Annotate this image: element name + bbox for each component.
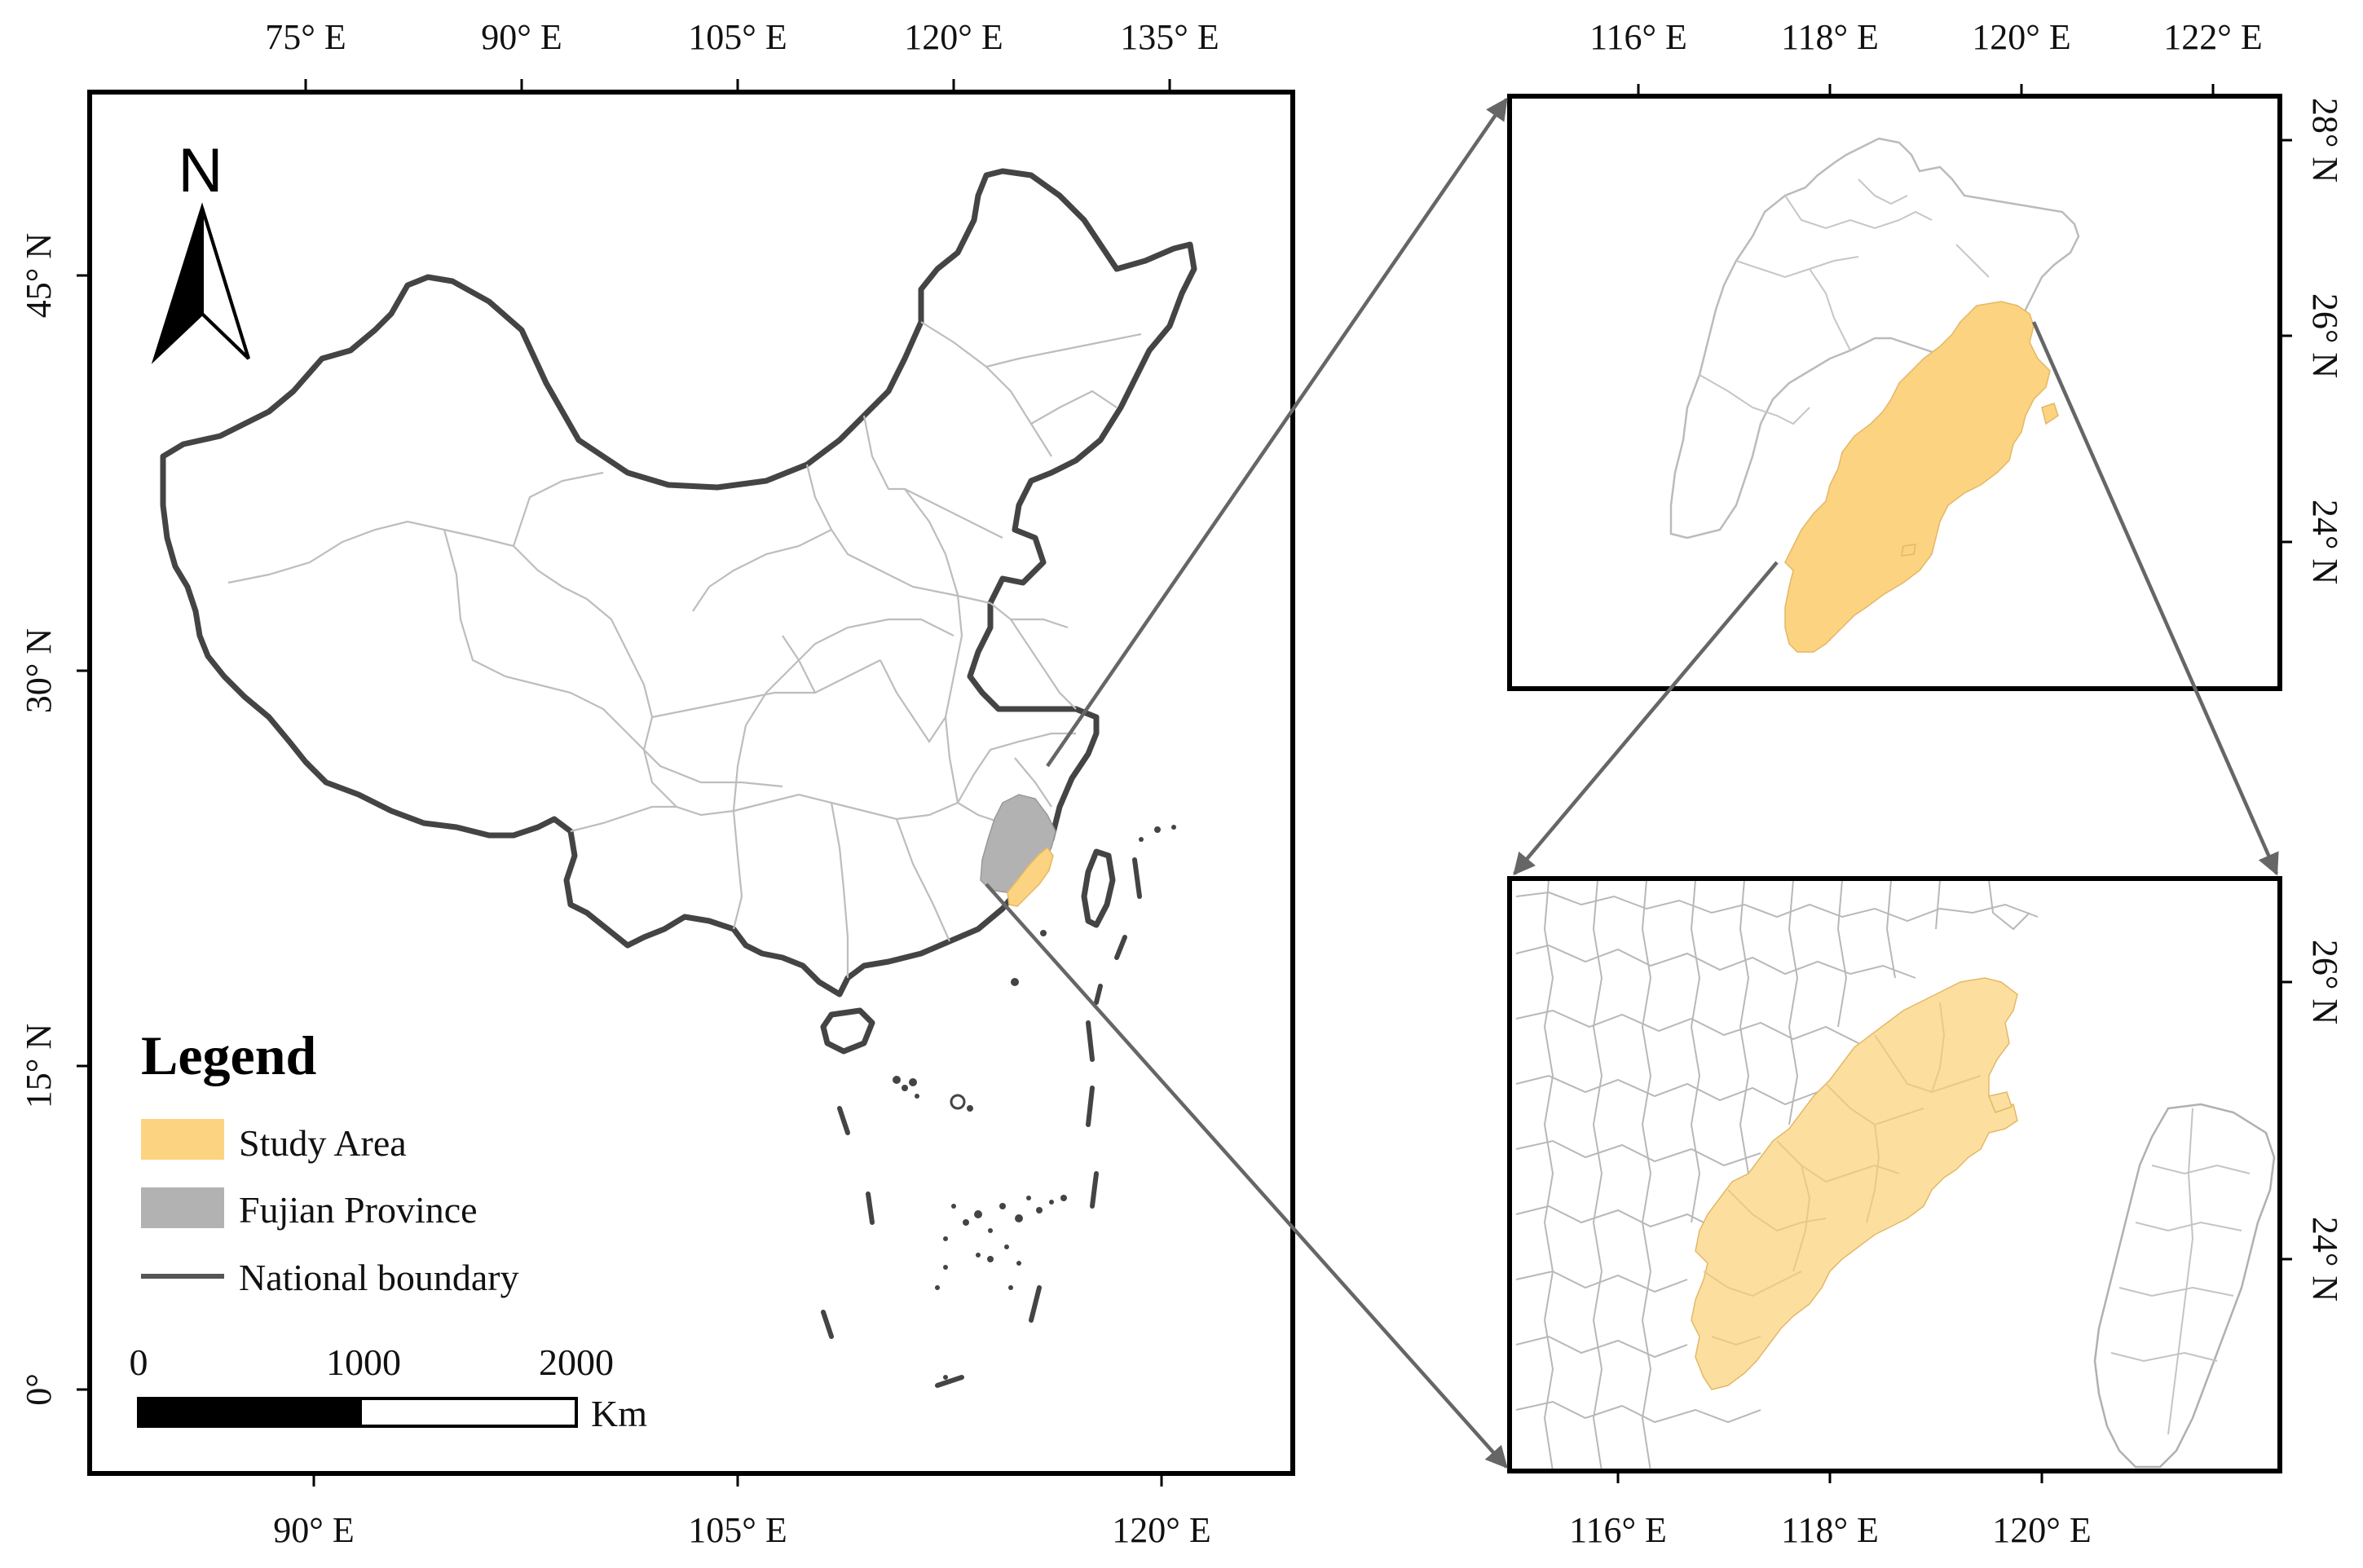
province-boundaries (227, 321, 1142, 978)
inset-bottom-right-tick-label: 24° N (2305, 1217, 2345, 1302)
main-top-tick-label: 105° E (688, 17, 787, 57)
main-left-tick-label: 30° N (19, 628, 59, 713)
inset-bottom-tick-label: 118° E (1781, 1510, 1879, 1550)
inset-bottom: 116° E 118° E 120° E 26° N 24° N (1507, 876, 2345, 1550)
study-area-counties (1703, 1002, 1982, 1346)
scale-label: 0 (130, 1341, 148, 1383)
legend-title: Legend (141, 1024, 317, 1086)
legend-swatch-study-area (141, 1119, 224, 1160)
china-national-boundary (160, 168, 1197, 998)
main-left-ticks: 45° N 30° N 15° N 0° (19, 233, 90, 1406)
legend-label-fujian: Fujian Province (239, 1189, 478, 1231)
north-arrow-label: N (179, 136, 223, 205)
inset-bottom-right-ticks: 26° N 24° N (2280, 940, 2345, 1302)
main-top-tick-label: 90° E (481, 17, 562, 57)
main-left-tick-label: 0° (19, 1373, 59, 1406)
main-left-tick-label: 15° N (19, 1024, 59, 1108)
legend-label-study-area: Study Area (239, 1122, 407, 1164)
main-bottom-ticks: 90° E 105° E 120° E (273, 1473, 1211, 1550)
scale-label: 2000 (539, 1341, 614, 1383)
inset-top: 116° E 118° E 120° E 122° E 28° N 26° N … (1507, 17, 2345, 691)
main-top-ticks: 75° E 90° E 105° E 120° E 135° E (265, 17, 1219, 92)
inset-top-tick-label: 116° E (1589, 17, 1687, 57)
fujian-inner-boundaries-top (1699, 178, 1990, 425)
scale-unit: Km (591, 1393, 647, 1434)
scale-label: 1000 (326, 1341, 401, 1383)
inset-top-right-tick-label: 26° N (2305, 293, 2345, 378)
legend-swatch-fujian (141, 1187, 224, 1228)
inset-bottom-tick-label: 120° E (1992, 1510, 2091, 1550)
main-map-frame (87, 90, 1295, 1476)
study-area-top (1784, 301, 2051, 653)
connector-top-to-bottom-right (2031, 321, 2279, 876)
nine-dash-line (821, 857, 1142, 1388)
main-map: 75° E 90° E 105° E 120° E 135° E 90° E 1… (19, 17, 1295, 1550)
inset-top-right-tick-label: 28° N (2305, 98, 2345, 183)
study-area-bottom (1691, 977, 2018, 1390)
connector-top-to-bottom-left (1513, 561, 1779, 876)
inset-top-ticks: 116° E 118° E 120° E 122° E (1589, 17, 2263, 96)
inset-bottom-ticks: 116° E 118° E 120° E (1569, 1471, 2092, 1550)
legend: Legend Study Area Fujian Province Nation… (141, 1024, 519, 1298)
inset-top-frame (1507, 94, 2282, 691)
main-bottom-tick-label: 120° E (1112, 1510, 1210, 1550)
county-boundaries (1515, 879, 2039, 1471)
connector-main-to-bottom (985, 883, 1508, 1469)
inset-bottom-right-tick-label: 26° N (2305, 940, 2345, 1024)
inset-top-right-tick-label: 24° N (2305, 500, 2345, 584)
inset-bottom-frame (1507, 876, 2282, 1473)
legend-label-national-boundary: National boundary (239, 1257, 519, 1298)
taiwan-outline (1081, 848, 1116, 928)
main-top-tick-label: 75° E (265, 17, 346, 57)
south-china-sea-islands (893, 825, 1176, 1380)
scale-bar: 0 1000 2000 Km (130, 1341, 648, 1434)
inset-bottom-tick-label: 116° E (1569, 1510, 1667, 1550)
inset-top-right-ticks: 28° N 26° N 24° N (2280, 98, 2345, 584)
taiwan-counties (2110, 1108, 2251, 1435)
study-area-main (1007, 846, 1054, 907)
taiwan-outline-bottom (2093, 1103, 2276, 1469)
connector-arrows (985, 97, 2279, 1469)
north-arrow: N (151, 136, 250, 364)
inset-top-tick-label: 118° E (1781, 17, 1879, 57)
main-left-tick-label: 45° N (19, 233, 59, 318)
main-top-tick-label: 120° E (904, 17, 1003, 57)
hainan-outline (820, 1007, 875, 1055)
inset-top-tick-label: 122° E (2163, 17, 2262, 57)
main-top-tick-label: 135° E (1120, 17, 1219, 57)
main-bottom-tick-label: 90° E (273, 1510, 354, 1550)
inset-top-tick-label: 120° E (1972, 17, 2070, 57)
connector-main-to-top (1046, 97, 1508, 768)
main-bottom-tick-label: 105° E (688, 1510, 787, 1550)
